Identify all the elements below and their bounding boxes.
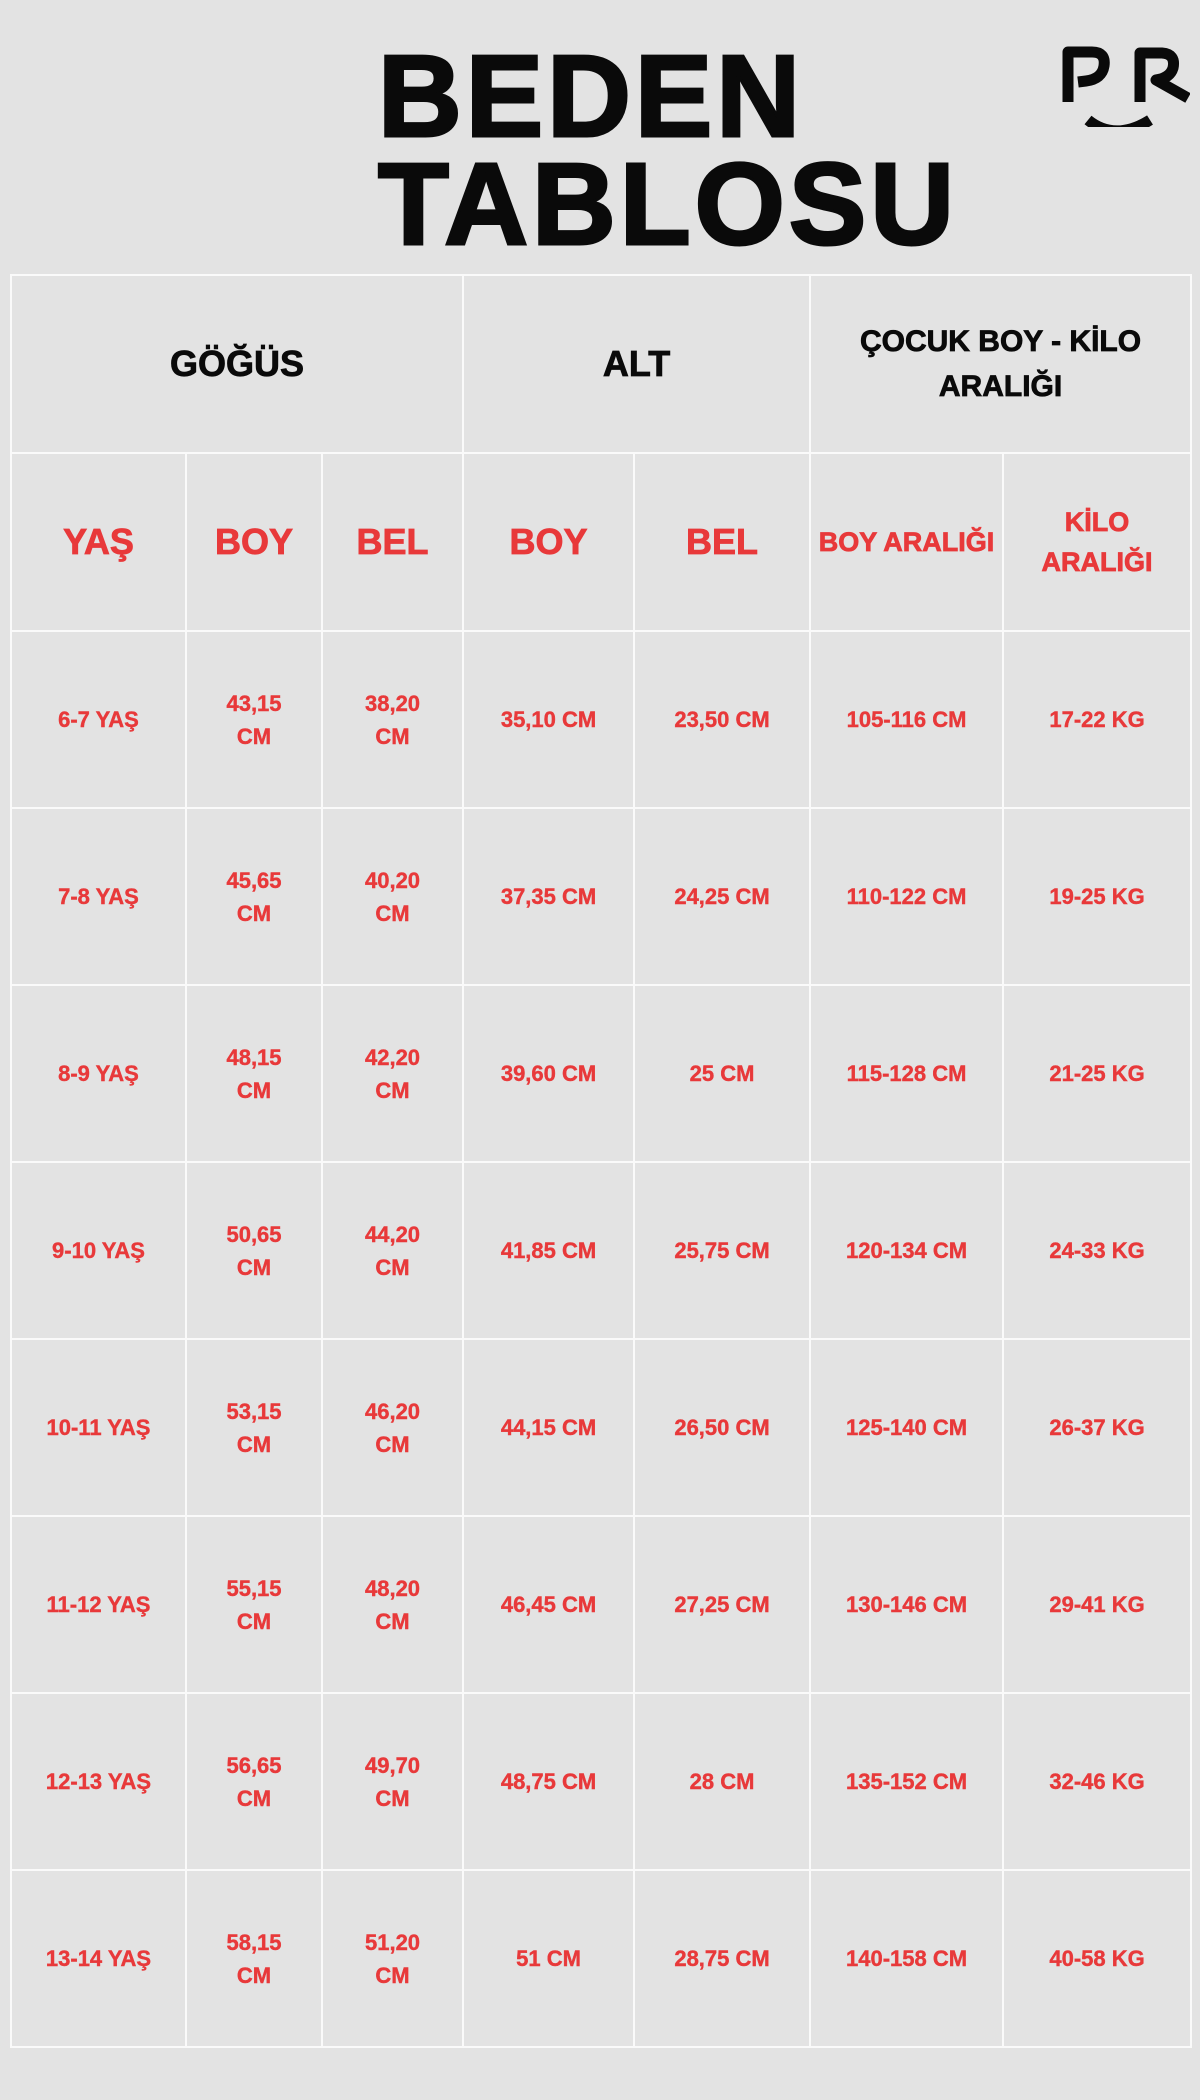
cell-age: 6-7 YAŞ xyxy=(10,630,187,809)
cell-age: 12-13 YAŞ xyxy=(10,1692,187,1871)
cell-kilo-araligi: 32-46 KG xyxy=(1002,1692,1193,1871)
group-header-row: GÖĞÜS ALT ÇOCUK BOY - KİLO ARALIĞI xyxy=(9,274,1193,454)
size-chart-table: GÖĞÜS ALT ÇOCUK BOY - KİLO ARALIĞI YAŞ B… xyxy=(9,274,1193,2048)
cell-kilo-araligi: 24-33 KG xyxy=(1002,1161,1193,1340)
cell-alt-boy: 48,75 CM xyxy=(462,1692,636,1871)
cell-boy-araligi: 130-146 CM xyxy=(809,1515,1005,1694)
cell-gogus-bel: 42,20 CM xyxy=(320,984,465,1163)
cell-age: 8-9 YAŞ xyxy=(10,984,187,1163)
column-header-yas: YAŞ xyxy=(10,452,187,632)
table-row: 8-9 YAŞ 48,15 CM 42,20 CM 39,60 CM 25 CM 115-… xyxy=(10,984,1193,1163)
cell-boy-araligi: 135-152 CM xyxy=(809,1692,1005,1871)
cell-gogus-bel: 51,20 CM xyxy=(320,1869,465,2048)
cell-alt-bel: 27,25 CM xyxy=(633,1515,812,1694)
cell-boy-araligi: 110-122 CM xyxy=(809,807,1005,986)
table-row: 7-8 YAŞ 45,65 CM 40,20 CM 37,35 CM 24,25 CM 1… xyxy=(10,807,1193,986)
title-line-2: TABLOSU xyxy=(376,139,959,269)
cell-age: 9-10 YAŞ xyxy=(10,1161,187,1340)
cell-boy-araligi: 120-134 CM xyxy=(809,1161,1005,1340)
cell-alt-boy: 35,10 CM xyxy=(462,630,636,809)
cell-gogus-bel: 40,20 CM xyxy=(320,807,465,986)
cell-gogus-boy: 48,15 CM xyxy=(185,984,323,1163)
cell-gogus-boy: 55,15 CM xyxy=(185,1515,323,1694)
cell-alt-boy: 44,15 CM xyxy=(462,1338,636,1517)
cell-kilo-araligi: 19-25 KG xyxy=(1002,807,1193,986)
cell-alt-bel: 28 CM xyxy=(633,1692,812,1871)
cell-gogus-bel: 44,20 CM xyxy=(320,1161,465,1340)
cell-kilo-araligi: 21-25 KG xyxy=(1002,984,1193,1163)
column-header-row: YAŞ BOY BEL BOY BEL BOY ARALIĞI KİLO ARA… xyxy=(10,452,1193,632)
column-header-alt-bel: BEL xyxy=(633,452,812,632)
column-header-gogus-boy: BOY xyxy=(185,452,323,632)
cell-alt-boy: 46,45 CM xyxy=(462,1515,636,1694)
cell-alt-bel: 25,75 CM xyxy=(633,1161,812,1340)
cell-gogus-boy: 43,15 CM xyxy=(185,630,323,809)
group-header-gogus: GÖĞÜS xyxy=(9,274,465,454)
table-row: 11-12 YAŞ 55,15 CM 48,20 CM 46,45 CM 27,25 C… xyxy=(10,1515,1193,1694)
cell-boy-araligi: 115-128 CM xyxy=(809,984,1005,1163)
cell-kilo-araligi: 17-22 KG xyxy=(1002,630,1193,809)
column-header-boy-araligi: BOY ARALIĞI xyxy=(809,452,1005,632)
cell-gogus-bel: 48,20 CM xyxy=(320,1515,465,1694)
cell-alt-boy: 37,35 CM xyxy=(462,807,636,986)
cell-boy-araligi: 105-116 CM xyxy=(809,630,1005,809)
table-row: 12-13 YAŞ 56,65 CM 49,70 CM 48,75 CM 28 CM 13… xyxy=(10,1692,1193,1871)
brand-logo xyxy=(1062,46,1190,127)
group-header-cocuk: ÇOCUK BOY - KİLO ARALIĞI xyxy=(809,274,1193,454)
cell-boy-araligi: 125-140 CM xyxy=(809,1338,1005,1517)
cell-gogus-boy: 58,15 CM xyxy=(185,1869,323,2048)
cell-alt-boy: 51 CM xyxy=(462,1869,636,2048)
cell-alt-bel: 23,50 CM xyxy=(633,630,812,809)
cell-alt-boy: 39,60 CM xyxy=(462,984,636,1163)
cell-alt-bel: 26,50 CM xyxy=(633,1338,812,1517)
column-header-gogus-bel: BEL xyxy=(320,452,465,632)
cell-kilo-araligi: 26-37 KG xyxy=(1002,1338,1193,1517)
cell-age: 11-12 YAŞ xyxy=(10,1515,187,1694)
column-header-kilo-araligi: KİLO ARALIĞI xyxy=(1002,452,1193,632)
cell-gogus-boy: 50,65 CM xyxy=(185,1161,323,1340)
cell-gogus-boy: 56,65 CM xyxy=(185,1692,323,1871)
title-line-1: BEDEN xyxy=(376,31,805,161)
cell-gogus-bel: 38,20 CM xyxy=(320,630,465,809)
cell-gogus-bel: 46,20 CM xyxy=(320,1338,465,1517)
column-header-alt-boy: BOY xyxy=(462,452,636,632)
cell-kilo-araligi: 40-58 KG xyxy=(1002,1869,1193,2048)
group-header-alt: ALT xyxy=(462,274,812,454)
cell-alt-boy: 41,85 CM xyxy=(462,1161,636,1340)
cell-kilo-araligi: 29-41 KG xyxy=(1002,1515,1193,1694)
cell-alt-bel: 25 CM xyxy=(633,984,812,1163)
cell-gogus-bel: 49,70 CM xyxy=(320,1692,465,1871)
cell-alt-bel: 28,75 CM xyxy=(633,1869,812,2048)
cell-gogus-boy: 45,65 CM xyxy=(185,807,323,986)
table-row: 10-11 YAŞ 53,15 CM 46,20 CM 44,15 CM 26,50 C… xyxy=(10,1338,1193,1517)
cell-age: 7-8 YAŞ xyxy=(10,807,187,986)
cell-age: 10-11 YAŞ xyxy=(10,1338,187,1517)
cell-age: 13-14 YAŞ xyxy=(10,1869,187,2048)
cell-boy-araligi: 140-158 CM xyxy=(809,1869,1005,2048)
cell-alt-bel: 24,25 CM xyxy=(633,807,812,986)
table-row: 13-14 YAŞ 58,15 CM 51,20 CM 51 CM 28,75 CM 14… xyxy=(10,1869,1193,2048)
table-row: 9-10 YAŞ 50,65 CM 44,20 CM 41,85 CM 25,75 CM… xyxy=(10,1161,1193,1340)
cell-gogus-boy: 53,15 CM xyxy=(185,1338,323,1517)
table-row: 6-7 YAŞ 43,15 CM 38,20 CM 35,10 CM 23,50 CM 1… xyxy=(10,630,1193,809)
